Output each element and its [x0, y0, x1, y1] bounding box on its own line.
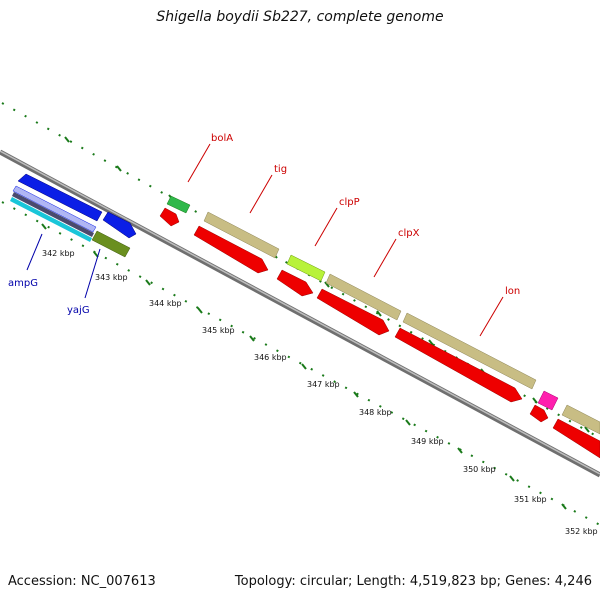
cds-arrow-7[interactable]: [552, 418, 600, 459]
feature-bolA-green[interactable]: [166, 195, 191, 214]
feature-blue-band-1[interactable]: [12, 185, 97, 233]
kbp-label: 350 kbp: [463, 465, 496, 474]
kbp-label: 343 kbp: [95, 273, 128, 282]
kbp-label: 347 kbp: [307, 380, 340, 389]
feature-blue-arrow-2[interactable]: [102, 211, 137, 239]
kbp-label: 345 kbp: [202, 326, 235, 335]
gene-label-lon[interactable]: lon: [505, 286, 520, 297]
red-cds-features: [159, 207, 600, 459]
accession-text: Accession: NC_007613: [8, 574, 156, 589]
inner-tick-ruler: [1, 201, 600, 526]
inner-major-ticks: [41, 223, 567, 510]
gene-label-ampG[interactable]: ampG: [8, 278, 38, 289]
backbone: [0, 149, 600, 478]
cds-arrow-4[interactable]: [316, 288, 390, 336]
gene-label-tig[interactable]: tig: [274, 164, 287, 175]
kbp-label: 351 kbp: [514, 495, 547, 504]
feature-magenta[interactable]: [537, 390, 559, 411]
cds-arrow-2[interactable]: [193, 225, 269, 274]
kbp-label: 342 kbp: [42, 249, 75, 258]
feature-cyan-band[interactable]: [10, 197, 92, 242]
kbp-labels: 342 kbp 343 kbp 344 kbp 345 kbp 346 kbp …: [42, 249, 598, 536]
cds-arrow-5[interactable]: [394, 327, 523, 403]
gene-label-clpP[interactable]: clpP: [339, 197, 360, 208]
genome-title: Shigella boydii Sb227, complete genome: [156, 9, 444, 25]
gene-label-bolA[interactable]: bolA: [211, 133, 233, 144]
kbp-label: 346 kbp: [254, 353, 287, 362]
cds-arrow-6[interactable]: [529, 404, 549, 423]
label-leaders: [26, 143, 504, 337]
kbp-label: 352 kbp: [565, 527, 598, 536]
gene-label-yajG[interactable]: yajG: [67, 305, 90, 316]
cds-arrow-1[interactable]: [159, 207, 180, 227]
feature-yajG-olive[interactable]: [91, 230, 131, 258]
forward-strand-features: [166, 195, 600, 435]
feature-next-gene[interactable]: [561, 404, 600, 435]
gene-label-clpX[interactable]: clpX: [398, 228, 420, 239]
feature-blue-band-2[interactable]: [12, 192, 94, 237]
feature-clpP[interactable]: [286, 254, 326, 282]
cds-arrow-3[interactable]: [276, 269, 314, 297]
feature-clpX[interactable]: [325, 273, 402, 321]
genome-summary-text: Topology: circular; Length: 4,519,823 bp…: [234, 574, 592, 589]
kbp-label: 348 kbp: [359, 408, 392, 417]
kbp-label: 349 kbp: [411, 437, 444, 446]
feature-ampG-blue-arrow[interactable]: [17, 173, 103, 222]
feature-lon[interactable]: [402, 312, 537, 390]
kbp-label: 344 kbp: [149, 299, 182, 308]
feature-tig[interactable]: [203, 211, 280, 259]
left-genes: [10, 173, 137, 258]
